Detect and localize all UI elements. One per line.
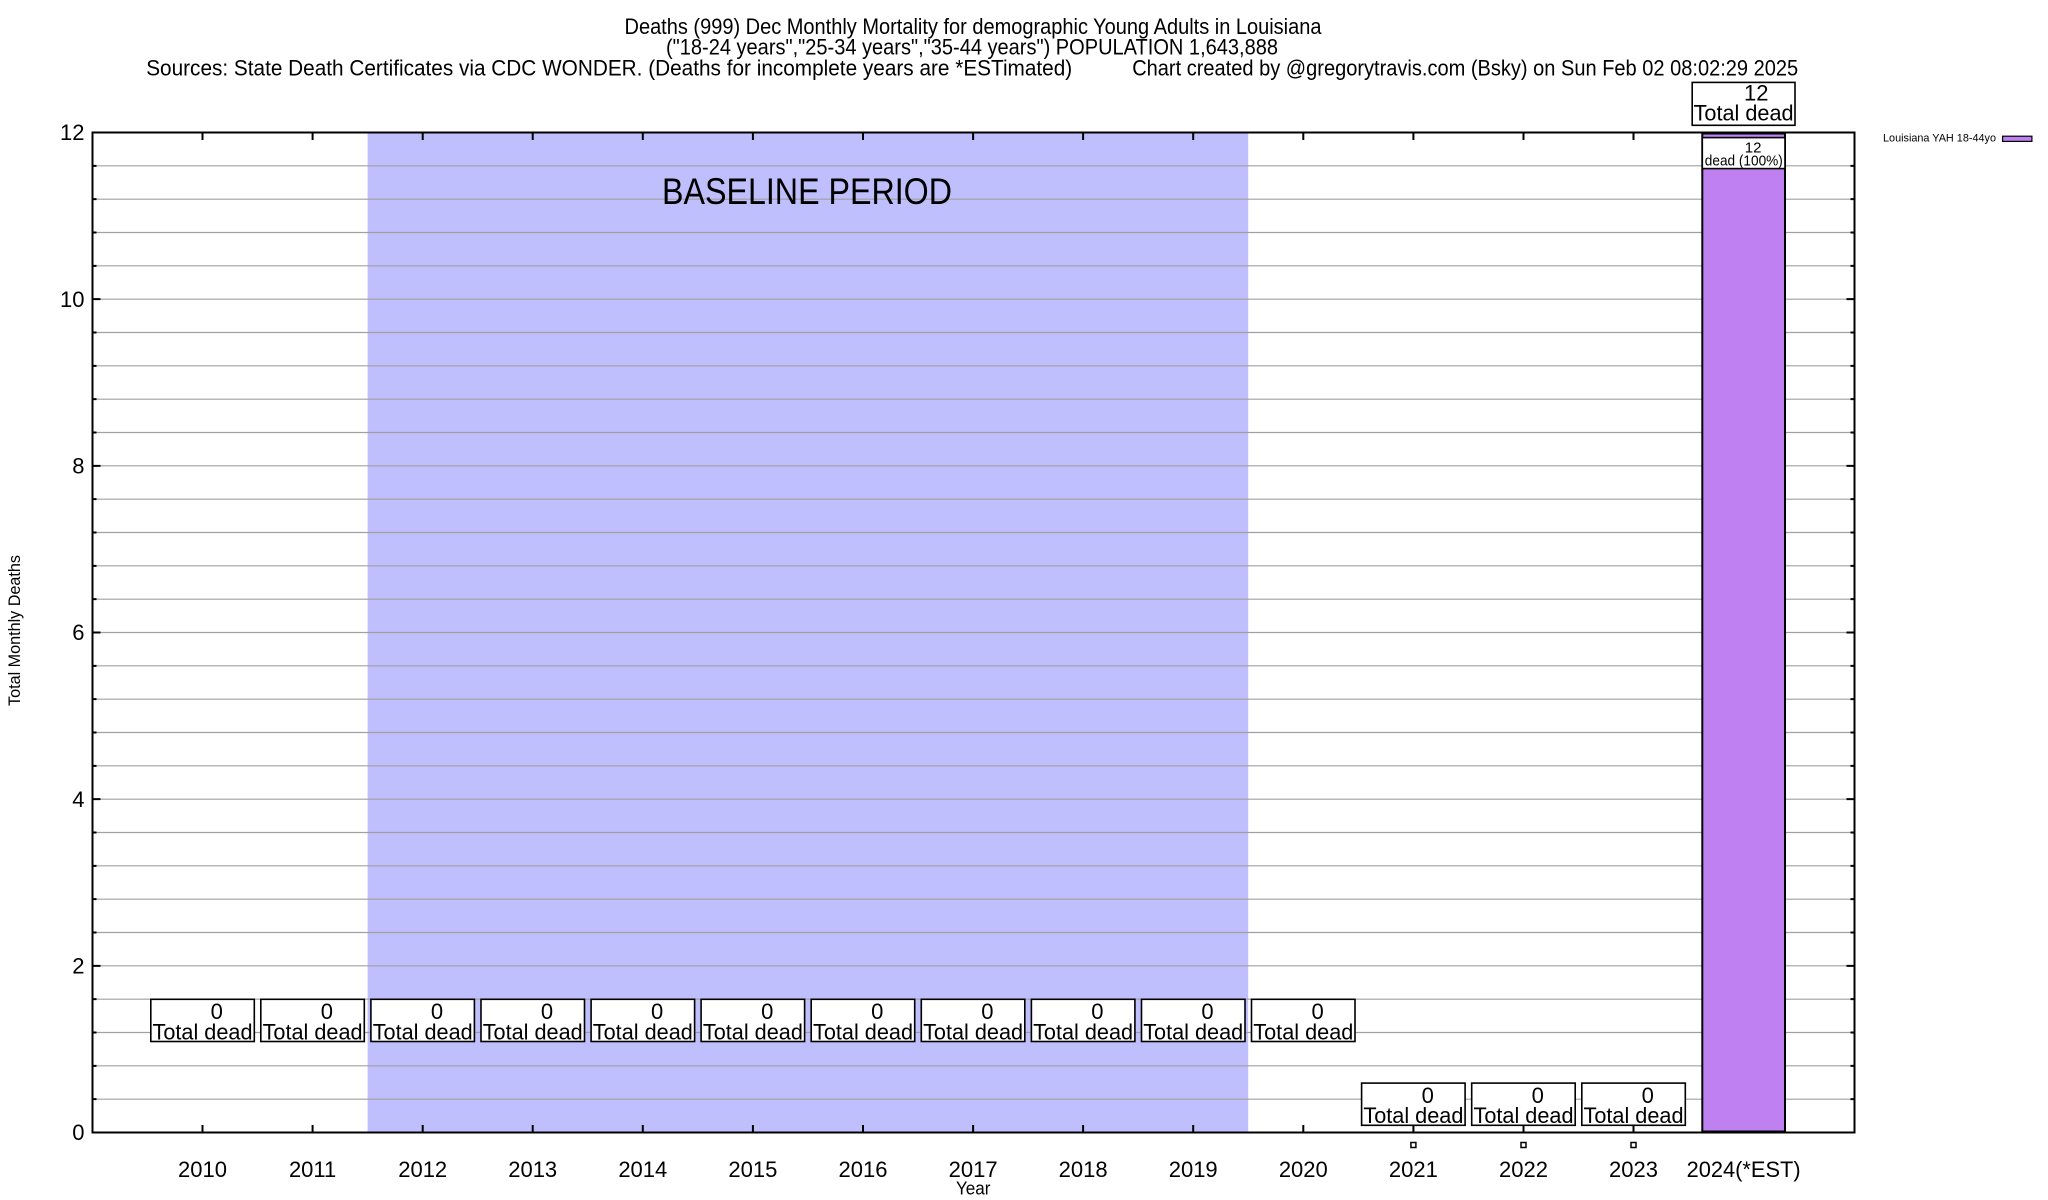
svg-text:2014: 2014 [618, 1157, 667, 1182]
svg-text:0: 0 [211, 999, 223, 1024]
svg-text:2012: 2012 [398, 1157, 447, 1182]
svg-text:0: 0 [1091, 999, 1103, 1024]
svg-text:2: 2 [72, 954, 84, 979]
svg-text:10: 10 [60, 287, 84, 312]
svg-text:2022: 2022 [1499, 1157, 1548, 1182]
svg-text:2020: 2020 [1279, 1157, 1328, 1182]
svg-text:Total dead: Total dead [1694, 101, 1794, 126]
svg-text:0: 0 [431, 999, 443, 1024]
svg-text:2019: 2019 [1169, 1157, 1218, 1182]
svg-text:2011: 2011 [289, 1157, 336, 1182]
svg-text:Year: Year [956, 1179, 991, 1199]
svg-text:2010: 2010 [178, 1157, 227, 1182]
svg-text:0: 0 [981, 999, 993, 1024]
svg-text:("18-24 years","25-34 years",": ("18-24 years","25-34 years","35-44 year… [666, 35, 1278, 60]
svg-text:0: 0 [871, 999, 883, 1024]
svg-text:Total Monthly Deaths: Total Monthly Deaths [5, 555, 24, 706]
svg-text:Total dead: Total dead [483, 1019, 583, 1044]
svg-text:2015: 2015 [728, 1157, 777, 1182]
svg-text:2024(*EST): 2024(*EST) [1687, 1157, 1801, 1182]
svg-text:0: 0 [321, 999, 333, 1024]
svg-text:0: 0 [1201, 999, 1213, 1024]
svg-text:Total dead: Total dead [813, 1019, 913, 1044]
svg-text:Total dead: Total dead [1143, 1019, 1243, 1044]
svg-text:12: 12 [1744, 80, 1768, 105]
svg-text:2021: 2021 [1389, 1157, 1438, 1182]
svg-text:Chart created by @gregorytravi: Chart created by @gregorytravis.com (Bsk… [1132, 55, 1798, 80]
svg-text:Total dead: Total dead [923, 1019, 1023, 1044]
svg-text:Total dead: Total dead [593, 1019, 693, 1044]
svg-text:2017: 2017 [949, 1157, 998, 1182]
svg-text:Total dead: Total dead [703, 1019, 803, 1044]
svg-text:2023: 2023 [1609, 1157, 1658, 1182]
svg-text:4: 4 [72, 787, 84, 812]
svg-text:0: 0 [1311, 999, 1323, 1024]
svg-text:0: 0 [541, 999, 553, 1024]
svg-text:0: 0 [761, 999, 773, 1024]
svg-text:0: 0 [1642, 1083, 1654, 1108]
svg-text:0: 0 [72, 1120, 84, 1145]
svg-text:0: 0 [1532, 1083, 1544, 1108]
svg-text:2013: 2013 [508, 1157, 557, 1182]
svg-text:Total dead: Total dead [263, 1019, 363, 1044]
svg-text:BASELINE PERIOD: BASELINE PERIOD [662, 171, 952, 212]
svg-text:8: 8 [72, 454, 84, 479]
svg-text:Total dead: Total dead [1253, 1019, 1353, 1044]
svg-text:6: 6 [72, 620, 84, 645]
svg-text:Total dead: Total dead [1363, 1103, 1463, 1128]
svg-text:Total dead: Total dead [1033, 1019, 1133, 1044]
svg-text:12: 12 [60, 120, 84, 145]
svg-text:12: 12 [1745, 139, 1762, 156]
svg-text:2016: 2016 [839, 1157, 888, 1182]
svg-text:Sources: State Death Certifica: Sources: State Death Certificates via CD… [146, 55, 1072, 80]
svg-text:0: 0 [1422, 1083, 1434, 1108]
svg-text:Total dead: Total dead [153, 1019, 253, 1044]
svg-text:dead (100%): dead (100%) [1705, 153, 1783, 170]
svg-text:Total dead: Total dead [1474, 1103, 1574, 1128]
svg-text:0: 0 [651, 999, 663, 1024]
svg-text:Deaths (999) Dec Monthly Morta: Deaths (999) Dec Monthly Mortality for d… [625, 14, 1323, 39]
svg-text:Total dead: Total dead [1584, 1103, 1684, 1128]
svg-text:2018: 2018 [1059, 1157, 1108, 1182]
svg-text:Total dead: Total dead [373, 1019, 473, 1044]
svg-text:Louisiana YAH 18-44yo: Louisiana YAH 18-44yo [1883, 133, 1996, 145]
